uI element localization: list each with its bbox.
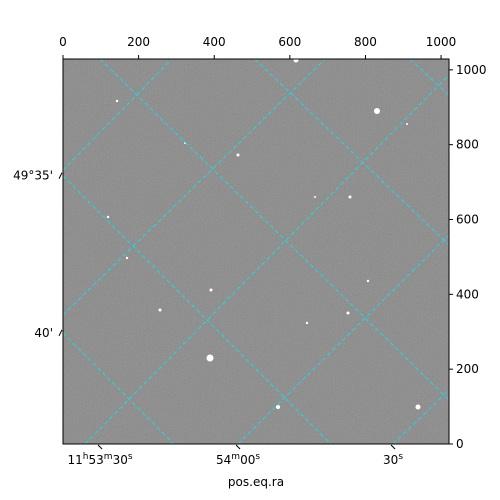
dec-tick-label: 49°35'	[13, 169, 53, 183]
x-tick-label: 1000	[426, 35, 457, 49]
x-tick-label: 400	[203, 35, 226, 49]
x-tick-label: 200	[127, 35, 150, 49]
x-tick-label: 800	[354, 35, 377, 49]
coordinate-grid	[63, 59, 449, 444]
ra-tick-label: 54m00s	[216, 452, 260, 467]
dec-tick	[58, 172, 63, 179]
ra-tick	[97, 444, 103, 450]
y-tick-label: 600	[456, 213, 479, 227]
ra-tick-label: 11h53m30s	[68, 452, 133, 467]
y-tick-label: 1000	[456, 63, 487, 77]
y-tick-label: 200	[456, 362, 479, 376]
frame	[62, 58, 450, 445]
sky-image	[63, 59, 449, 444]
ra-tick-label: 30s	[383, 452, 403, 467]
ra-tick	[235, 444, 241, 450]
dec-tick	[58, 329, 63, 337]
y-tick-label: 0	[456, 437, 464, 451]
x-tick-label: 600	[278, 35, 301, 49]
x-tick-label: 0	[59, 35, 67, 49]
x-axis-label: pos.eq.ra	[228, 475, 284, 489]
stars	[106, 59, 421, 410]
dec-tick-label: 40'	[34, 326, 53, 340]
ra-tick	[390, 444, 396, 450]
y-tick-label: 400	[456, 287, 479, 301]
y-tick-label: 800	[456, 138, 479, 152]
